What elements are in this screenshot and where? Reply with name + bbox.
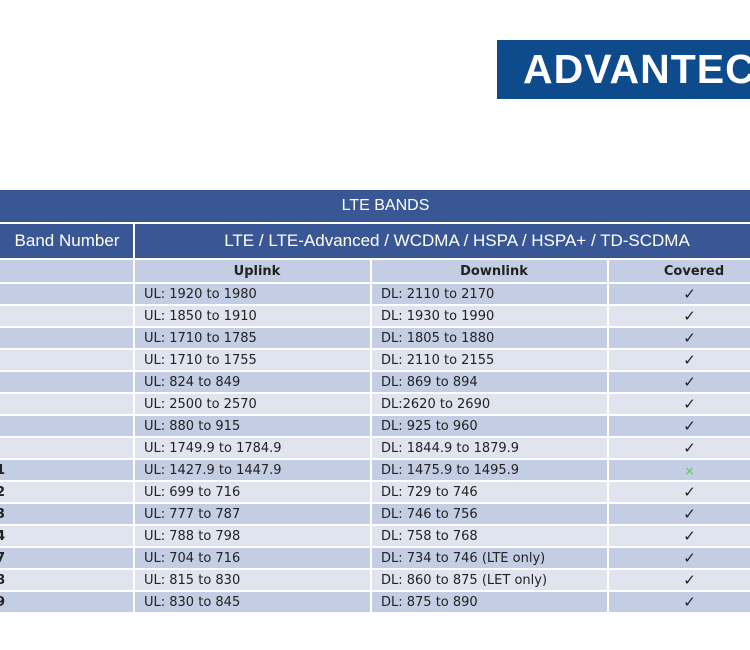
- covered-mark: ✓: [606, 568, 750, 592]
- uplink-range: UL: 1427.9 to 1447.9: [133, 458, 372, 482]
- uplink-range: UL: 1850 to 1910: [133, 304, 372, 328]
- technology-header: LTE / LTE-Advanced / WCDMA / HSPA / HSPA…: [132, 222, 750, 260]
- covered-mark: ✓: [606, 392, 750, 416]
- not-covered-icon: ×: [684, 464, 695, 478]
- covered-mark: ✓: [606, 502, 750, 526]
- covered-mark: ✓: [606, 546, 750, 570]
- downlink-range: DL: 2110 to 2155: [370, 348, 609, 372]
- uplink-range: UL: 815 to 830: [133, 568, 372, 592]
- band-number: 17: [0, 546, 135, 570]
- band-number: 11: [0, 458, 135, 482]
- uplink-range: UL: 880 to 915: [133, 414, 372, 438]
- covered-mark: ✓: [606, 414, 750, 438]
- covered-mark: ✓: [606, 370, 750, 394]
- band-number: 3: [0, 326, 135, 350]
- downlink-range: DL: 1930 to 1990: [370, 304, 609, 328]
- band-number: 4: [0, 348, 135, 372]
- band-number: 7: [0, 392, 135, 416]
- covered-mark: ✓: [606, 480, 750, 504]
- band-number-header: Band Number: [0, 222, 135, 260]
- band-number: 14: [0, 524, 135, 548]
- band-number: 12: [0, 480, 135, 504]
- covered-mark: ✓: [606, 436, 750, 460]
- lte-bands-table: LTE BANDS Band Number LTE / LTE-Advanced…: [0, 190, 750, 614]
- covered-mark: ✓: [606, 348, 750, 372]
- uplink-range: UL: 1749.9 to 1784.9: [133, 436, 372, 460]
- uplink-range: UL: 699 to 716: [133, 480, 372, 504]
- table-row: 11UL: 1427.9 to 1447.9DL: 1475.9 to 1495…: [0, 458, 750, 482]
- table-row: 9UL: 1749.9 to 1784.9DL: 1844.9 to 1879.…: [0, 436, 750, 460]
- advantech-logo: ADVANTECH: [497, 40, 750, 99]
- downlink-range: DL:2620 to 2690: [370, 392, 609, 416]
- downlink-header: Downlink: [370, 258, 609, 284]
- band-number: 18: [0, 568, 135, 592]
- uplink-range: UL: 704 to 716: [133, 546, 372, 570]
- downlink-range: DL: 746 to 756: [370, 502, 609, 526]
- downlink-range: DL: 869 to 894: [370, 370, 609, 394]
- downlink-range: DL: 729 to 746: [370, 480, 609, 504]
- covered-mark: ✓: [606, 304, 750, 328]
- covered-mark: ✓: [606, 282, 750, 306]
- band-number: 1: [0, 282, 135, 306]
- band-number: 5: [0, 370, 135, 394]
- uplink-range: UL: 824 to 849: [133, 370, 372, 394]
- table-title: LTE BANDS: [0, 190, 750, 224]
- uplink-range: UL: 2500 to 2570: [133, 392, 372, 416]
- downlink-range: DL: 734 to 746 (LTE only): [370, 546, 609, 570]
- band-number: 2: [0, 304, 135, 328]
- downlink-range: DL: 1844.9 to 1879.9: [370, 436, 609, 460]
- covered-mark: ✓: [606, 590, 750, 614]
- uplink-range: UL: 788 to 798: [133, 524, 372, 548]
- uplink-range: UL: 830 to 845: [133, 590, 372, 614]
- uplink-range: UL: 777 to 787: [133, 502, 372, 526]
- downlink-range: DL: 860 to 875 (LET only): [370, 568, 609, 592]
- downlink-range: DL: 1475.9 to 1495.9: [370, 458, 609, 482]
- downlink-range: DL: 758 to 768: [370, 524, 609, 548]
- band-number: 13: [0, 502, 135, 526]
- band-number: 19: [0, 590, 135, 614]
- covered-mark: ×: [606, 458, 750, 482]
- downlink-range: DL: 2110 to 2170: [370, 282, 609, 306]
- band-number: 8: [0, 414, 135, 438]
- uplink-range: UL: 1710 to 1755: [133, 348, 372, 372]
- uplink-range: UL: 1920 to 1980: [133, 282, 372, 306]
- band-number: 9: [0, 436, 135, 460]
- covered-mark: ✓: [606, 524, 750, 548]
- downlink-range: DL: 875 to 890: [370, 590, 609, 614]
- covered-header: Covered: [606, 258, 750, 284]
- downlink-range: DL: 1805 to 1880: [370, 326, 609, 350]
- band-subheader-empty: [0, 258, 135, 284]
- uplink-range: UL: 1710 to 1785: [133, 326, 372, 350]
- covered-mark: ✓: [606, 326, 750, 350]
- uplink-header: Uplink: [133, 258, 372, 284]
- downlink-range: DL: 925 to 960: [370, 414, 609, 438]
